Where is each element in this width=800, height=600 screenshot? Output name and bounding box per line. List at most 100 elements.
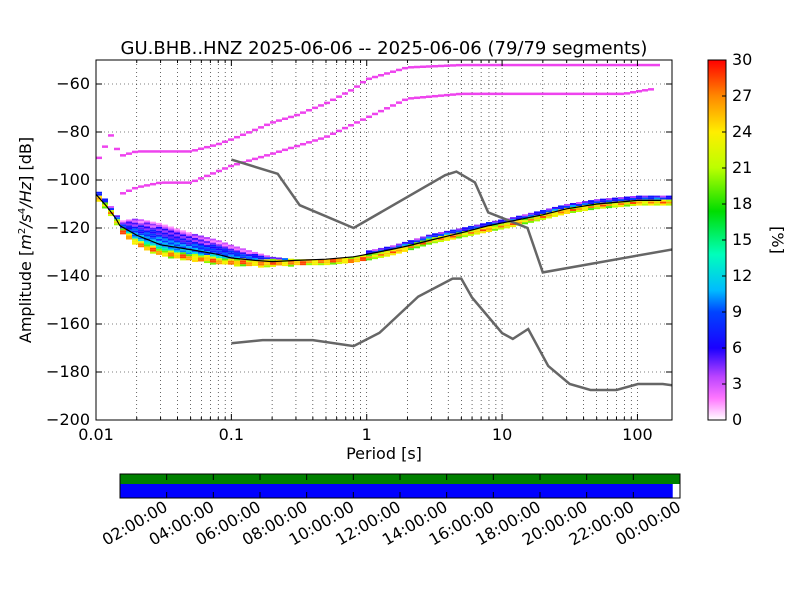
- psd-cell: [234, 258, 240, 261]
- psd-cell: [132, 236, 138, 239]
- psd-cell: [570, 204, 576, 207]
- psd-cell: [558, 207, 564, 210]
- psd-cell: [108, 212, 114, 215]
- psd-cell: [150, 241, 156, 244]
- psd-cell: [312, 261, 318, 264]
- psd-cell: [492, 228, 498, 231]
- psd-cell: [168, 236, 174, 239]
- psd-cell: [210, 258, 216, 261]
- psd-outlier-cell: [300, 111, 306, 114]
- psd-cell: [162, 246, 168, 249]
- psd-outlier-cell: [594, 63, 600, 67]
- psd-outlier-cell: [378, 109, 384, 113]
- psd-cell: [624, 204, 630, 207]
- psd-cell: [636, 195, 642, 198]
- psd-outlier-cell: [312, 106, 318, 110]
- psd-cell: [624, 198, 630, 201]
- psd-cell: [318, 263, 324, 266]
- psd-cell: [456, 234, 462, 237]
- psd-cell: [450, 229, 456, 232]
- psd-outlier-cell: [444, 93, 450, 97]
- psd-outlier-cell: [324, 101, 330, 105]
- psd-cell: [174, 230, 180, 233]
- psd-cell: [198, 241, 204, 244]
- psd-outlier-cell: [450, 64, 456, 67]
- psd-cell: [156, 238, 162, 241]
- psd-outlier-cell: [114, 147, 120, 151]
- psd-outlier-cell: [444, 64, 450, 67]
- psd-cell: [132, 242, 138, 245]
- psd-cell: [576, 204, 582, 207]
- psd-cell: [504, 226, 510, 229]
- psd-cell: [120, 220, 126, 223]
- psd-cell: [180, 254, 186, 257]
- psd-cell: [240, 248, 246, 251]
- psd-cell: [108, 206, 114, 209]
- psd-cell: [654, 201, 660, 204]
- psd-cell: [540, 217, 546, 220]
- psd-outlier-cell: [648, 88, 654, 91]
- psd-outlier-cell: [504, 92, 510, 96]
- psd-cell: [480, 231, 486, 234]
- psd-outlier-cell: [642, 63, 648, 67]
- psd-cell: [300, 261, 306, 264]
- psd-cell: [438, 238, 444, 241]
- psd-cell: [354, 256, 360, 259]
- psd-outlier-cell: [180, 150, 186, 153]
- psd-cell: [180, 246, 186, 249]
- psd-cell: [468, 227, 474, 230]
- psd-cell: [186, 246, 192, 249]
- psd-cell: [342, 257, 348, 260]
- psd-cell: [612, 205, 618, 208]
- psd-cell: [366, 254, 372, 257]
- psd-outlier-cell: [426, 65, 432, 68]
- psd-outlier-cell: [612, 63, 618, 67]
- psd-cell: [528, 212, 534, 215]
- psd-cell: [468, 229, 474, 232]
- psd-cell: [186, 250, 192, 253]
- psd-cell: [180, 250, 186, 253]
- psd-cell: [198, 257, 204, 260]
- psd-cell: [156, 232, 162, 235]
- psd-cell: [246, 256, 252, 259]
- psd-cell: [588, 200, 594, 203]
- psd-outlier-cell: [396, 101, 402, 104]
- psd-cell: [582, 201, 588, 204]
- psd-outlier-cell: [474, 63, 480, 67]
- psd-outlier-cell: [414, 65, 420, 69]
- psd-outlier-cell: [372, 112, 378, 116]
- psd-cell: [198, 253, 204, 256]
- psd-cell: [498, 225, 504, 228]
- psd-outlier-cell: [276, 150, 282, 153]
- coverage-segment: [120, 484, 673, 498]
- psd-cell: [546, 214, 552, 217]
- psd-cell: [288, 258, 294, 261]
- psd-outlier-cell: [102, 145, 108, 148]
- psd-cell: [174, 236, 180, 239]
- psd-cell: [162, 234, 168, 237]
- psd-cell: [162, 250, 168, 253]
- psd-cell: [168, 234, 174, 237]
- psd-cell: [372, 253, 378, 256]
- psd-cell: [348, 259, 354, 262]
- psd-cell: [204, 253, 210, 256]
- psd-cell: [174, 256, 180, 259]
- psd-cell: [468, 231, 474, 234]
- psd-outlier-cell: [318, 137, 324, 140]
- psd-cell: [324, 259, 330, 262]
- psd-cell: [174, 248, 180, 251]
- psd-cell: [432, 233, 438, 236]
- psd-outlier-cell: [552, 92, 558, 96]
- psd-cell: [222, 258, 228, 261]
- psd-cell: [258, 265, 264, 268]
- psd-cell: [138, 221, 144, 224]
- psd-cell: [264, 263, 270, 266]
- psd-cell: [216, 250, 222, 253]
- psd-cell: [498, 219, 504, 222]
- psd-cell: [222, 242, 228, 245]
- psd-cell: [642, 195, 648, 198]
- psd-cell: [246, 262, 252, 265]
- psd-cell: [156, 228, 162, 231]
- psd-cell: [366, 256, 372, 259]
- psd-cell: [642, 197, 648, 200]
